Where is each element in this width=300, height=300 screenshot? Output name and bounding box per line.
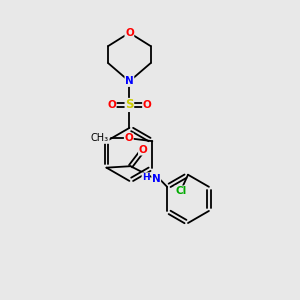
Text: S: S (125, 98, 134, 111)
Text: O: O (124, 133, 133, 143)
Text: N: N (152, 174, 161, 184)
Text: O: O (139, 145, 147, 155)
Text: O: O (107, 100, 116, 110)
Text: O: O (143, 100, 152, 110)
Text: N: N (125, 76, 134, 86)
Text: O: O (125, 28, 134, 38)
Text: H: H (142, 172, 149, 182)
Text: Cl: Cl (175, 186, 186, 196)
Text: CH₃: CH₃ (91, 133, 109, 143)
